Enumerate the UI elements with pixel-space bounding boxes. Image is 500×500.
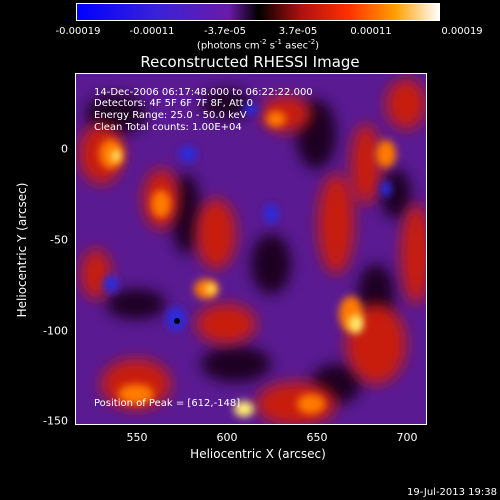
- time-range-annotation: 14-Dec-2006 06:17:48.000 to 06:22:22.000: [94, 87, 313, 98]
- energy-range-annotation: Energy Range: 25.0 - 50.0 keV: [94, 110, 247, 121]
- method-annotation: Clean Total counts: 1.00E+04: [94, 122, 242, 133]
- y-tick-label: -100: [43, 324, 68, 338]
- colorbar-tick-label: 3.7e-05: [278, 26, 318, 37]
- peak-position-annotation: Position of Peak = [612,-148]: [94, 398, 241, 409]
- colorbar-tick-label: 0.00011: [350, 26, 392, 37]
- rhessi-image-plot[interactable]: [75, 73, 427, 425]
- y-tick-label: 0: [61, 142, 68, 156]
- colorbar-tick-label: 0.00019: [441, 26, 483, 37]
- y-tick-label: -50: [50, 233, 68, 247]
- timestamp: 19-Jul-2013 19:38: [406, 487, 497, 498]
- x-tick-label: 650: [306, 431, 328, 444]
- colorbar: [76, 3, 440, 21]
- y-tick-label: -150: [43, 414, 68, 428]
- colorbar-tick-label: -0.00019: [55, 26, 101, 37]
- image-title: Reconstructed RHESSI Image: [140, 53, 360, 71]
- colorbar-tick-label: -3.7e-05: [204, 26, 246, 37]
- y-axis-label: Heliocentric Y (arcsec): [15, 182, 29, 318]
- colorbar-tick-label: -0.00011: [129, 26, 175, 37]
- x-tick-label: 600: [216, 431, 238, 444]
- x-axis-label: Heliocentric X (arcsec): [190, 447, 326, 461]
- x-tick-label: 550: [126, 431, 148, 444]
- detectors-annotation: Detectors: 4F 5F 6F 7F 8F, Att 0: [94, 98, 254, 109]
- colorbar-units: (photons cm-2 s-1 asec-2): [196, 38, 320, 52]
- x-tick-label: 700: [396, 431, 418, 444]
